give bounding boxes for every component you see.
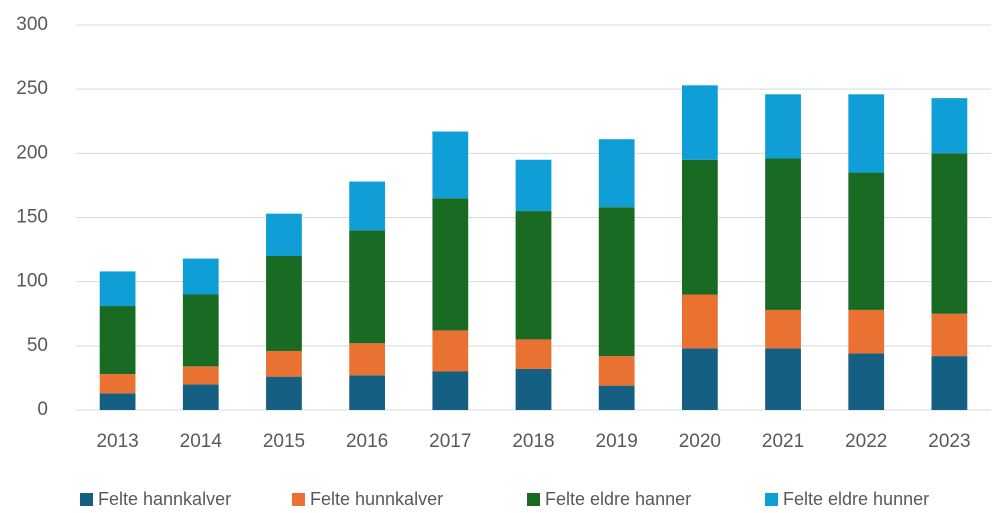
bar-segment	[765, 348, 801, 410]
y-tick-label: 300	[16, 14, 48, 35]
bar-segment	[349, 375, 386, 410]
y-tick-label: 0	[37, 399, 48, 420]
legend-swatch	[80, 493, 93, 506]
bar-segment	[182, 366, 219, 385]
x-tick-label: 2021	[762, 431, 804, 452]
bar-segment	[266, 376, 302, 410]
bar-segment	[266, 213, 302, 256]
bar-segment	[931, 98, 968, 154]
y-tick-label: 100	[16, 271, 48, 292]
x-tick-label: 2014	[180, 431, 223, 452]
legend-label: Felte hunnkalver	[310, 489, 443, 509]
x-tick-label: 2018	[512, 431, 554, 452]
bar-segment	[349, 181, 386, 231]
bar-segment	[266, 350, 302, 377]
bar-segment	[681, 348, 718, 410]
legend-swatch	[292, 493, 305, 506]
bar-segment	[765, 309, 801, 349]
bar-segment	[765, 94, 801, 159]
bar-segment	[848, 94, 885, 173]
x-tick-label: 2015	[263, 431, 305, 452]
bar-segment	[182, 294, 219, 367]
x-tick-label: 2016	[346, 431, 388, 452]
bar-segment	[931, 313, 968, 357]
legend-label: Felte eldre hanner	[545, 489, 691, 509]
y-tick-label: 50	[27, 335, 48, 356]
bar-segment	[931, 356, 968, 410]
bar-segment	[681, 85, 718, 160]
x-tick-label: 2022	[845, 431, 887, 452]
bar-segment	[681, 159, 718, 295]
legend-swatch	[527, 493, 540, 506]
legend-swatch	[765, 493, 778, 506]
bar-segment	[99, 306, 136, 375]
bar-segment	[182, 258, 219, 295]
bar-segment	[515, 368, 552, 410]
bar-segment	[848, 309, 885, 354]
bar-segment	[515, 159, 552, 212]
bar-segment	[515, 339, 552, 369]
bar-segment	[99, 271, 136, 307]
bar-segment	[598, 207, 635, 357]
x-tick-label: 2017	[429, 431, 471, 452]
legend-label: Felte eldre hunner	[783, 489, 929, 509]
bar-segment	[349, 230, 386, 344]
bar-segment	[765, 158, 801, 310]
bar-segment	[931, 153, 968, 314]
bar-segment	[598, 356, 635, 386]
bar-segment	[266, 256, 302, 351]
y-tick-label: 150	[16, 207, 48, 228]
bar-segment	[349, 343, 386, 376]
bar-segment	[432, 330, 469, 372]
bar-segment	[432, 131, 469, 199]
bar-segment	[182, 384, 219, 410]
y-tick-label: 200	[16, 142, 48, 163]
bar-segment	[598, 385, 635, 410]
bar-segment	[99, 393, 136, 410]
x-tick-label: 2019	[596, 431, 638, 452]
x-tick-label: 2023	[928, 431, 970, 452]
x-tick-label: 2013	[96, 431, 138, 452]
bar-segment	[848, 172, 885, 310]
bar-segment	[598, 139, 635, 208]
bar-segment	[515, 211, 552, 340]
bar-segment	[681, 294, 718, 349]
bar-segment	[99, 374, 136, 394]
y-tick-label: 250	[16, 78, 48, 99]
legend-label: Felte hannkalver	[98, 489, 231, 509]
bar-segment	[848, 353, 885, 410]
bar-segment	[432, 371, 469, 410]
x-tick-label: 2020	[679, 431, 721, 452]
bar-segment	[432, 198, 469, 331]
